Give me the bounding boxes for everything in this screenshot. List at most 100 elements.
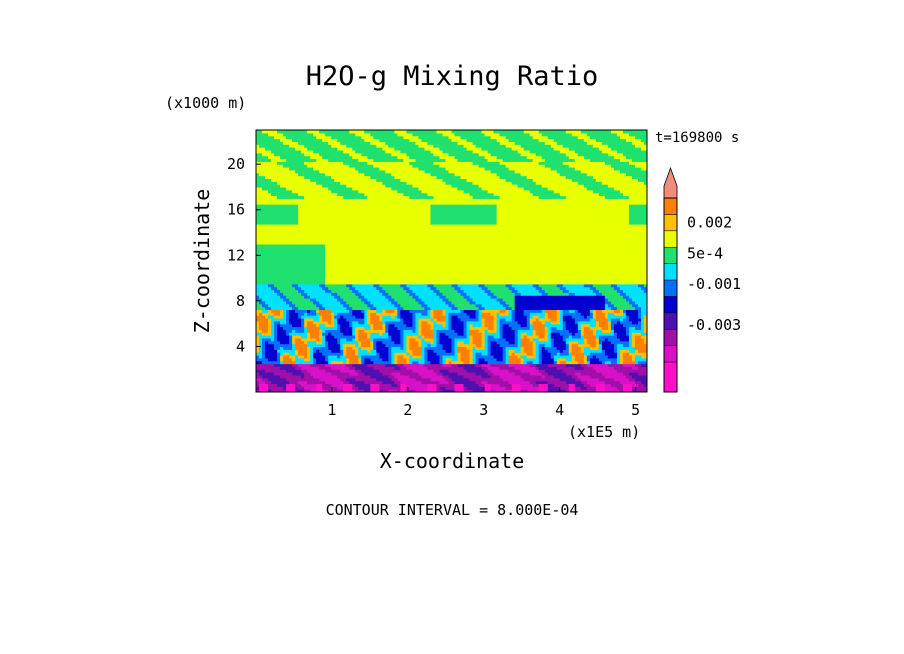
contour-cell	[448, 360, 453, 365]
contour-cell	[355, 149, 386, 154]
contour-cell	[298, 352, 308, 356]
contour-cell	[379, 369, 413, 373]
contour-cell	[508, 309, 513, 313]
contour-cell	[346, 377, 356, 382]
contour-cell	[289, 337, 293, 342]
contour-cell	[550, 167, 576, 171]
contour-cell	[577, 323, 582, 328]
contour-cell	[550, 340, 555, 345]
contour-cell	[460, 292, 468, 296]
contour-cell	[472, 141, 501, 145]
contour-cell	[322, 337, 326, 342]
contour-cell	[307, 343, 326, 348]
contour-cell	[541, 372, 549, 376]
contour-cell	[481, 332, 486, 336]
contour-cell	[307, 335, 311, 339]
contour-cell	[487, 189, 531, 194]
contour-cell	[472, 352, 477, 356]
contour-cell	[325, 252, 647, 256]
contour-cell	[586, 141, 603, 145]
contour-cell	[505, 178, 534, 182]
contour-cell	[580, 346, 585, 350]
contour-cell	[505, 300, 516, 305]
contour-cell	[319, 152, 350, 157]
contour-cell	[535, 380, 549, 385]
contour-cell	[307, 332, 311, 336]
contour-cell	[370, 357, 383, 362]
contour-cell	[343, 346, 347, 350]
contour-cell	[628, 337, 633, 342]
contour-cell	[580, 312, 591, 316]
contour-cell	[520, 354, 528, 359]
contour-cell	[256, 337, 260, 342]
contour-cell	[511, 289, 519, 293]
contour-cell	[262, 374, 281, 379]
contour-cell	[337, 147, 353, 151]
contour-cell	[436, 389, 444, 392]
contour-cell	[298, 283, 320, 288]
contour-cell	[370, 300, 392, 305]
contour-cell	[613, 326, 627, 330]
contour-cell	[409, 161, 435, 165]
contour-cell	[622, 192, 647, 197]
contour-cell	[430, 343, 438, 348]
contour-cell	[277, 323, 281, 328]
contour-cell	[412, 329, 417, 333]
contour-cell	[514, 340, 519, 345]
contour-cell	[256, 195, 278, 199]
contour-cell	[265, 306, 272, 311]
contour-cell	[592, 309, 597, 313]
contour-cell	[349, 360, 359, 365]
contour-cell	[538, 383, 549, 387]
contour-cell	[523, 130, 540, 134]
contour-cell	[256, 320, 260, 325]
contour-cell	[643, 337, 647, 342]
contour-cell	[406, 352, 410, 356]
contour-cell	[490, 389, 495, 392]
contour-cell	[403, 135, 420, 140]
contour-cell	[496, 209, 630, 214]
contour-cell	[409, 292, 417, 296]
contour-cell	[484, 132, 501, 137]
contour-cell	[340, 354, 347, 359]
contour-cell	[502, 377, 525, 382]
contour-cell	[508, 167, 552, 171]
contour-cell	[328, 141, 341, 145]
contour-cell	[289, 298, 311, 302]
contour-cell	[439, 147, 468, 151]
contour-cell	[283, 346, 293, 350]
contour-cell	[607, 354, 618, 359]
contour-cell	[367, 309, 377, 313]
contour-cell	[391, 172, 432, 177]
contour-cell	[628, 209, 647, 214]
contour-cell	[598, 343, 603, 348]
contour-cell	[391, 337, 401, 342]
contour-cell	[436, 332, 441, 336]
contour-cell	[583, 184, 609, 188]
contour-cell	[406, 383, 429, 387]
contour-cell	[481, 366, 489, 370]
contour-cell	[391, 372, 401, 376]
contour-cell	[388, 346, 392, 350]
contour-cell	[574, 317, 591, 322]
contour-cell	[502, 354, 507, 359]
contour-cell	[589, 309, 594, 313]
contour-cell	[478, 329, 486, 333]
contour-cell	[307, 164, 350, 168]
contour-cell	[373, 283, 380, 288]
contour-cell	[436, 337, 441, 342]
contour-cell	[469, 349, 474, 353]
contour-cell	[589, 326, 603, 330]
contour-cell	[604, 298, 609, 302]
contour-cell	[256, 374, 263, 379]
contour-cell	[355, 349, 359, 353]
contour-cell	[313, 349, 317, 353]
contour-cell	[643, 315, 647, 319]
contour-cell	[343, 360, 347, 365]
contour-cell	[553, 189, 594, 194]
contour-cell	[343, 298, 362, 302]
contour-cell	[466, 147, 483, 151]
contour-cell	[562, 369, 597, 373]
contour-cell	[334, 315, 341, 319]
contour-cell	[640, 323, 645, 328]
